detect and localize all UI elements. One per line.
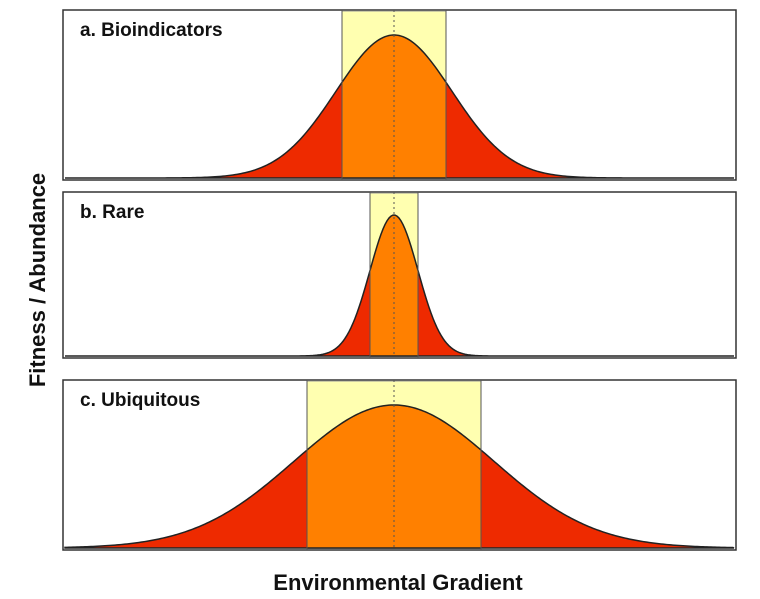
panel-label: c. Ubiquitous <box>80 390 200 411</box>
panel-label: b. Rare <box>80 202 144 223</box>
y-axis-label: Fitness / Abundance <box>25 173 50 387</box>
curve-outline <box>65 34 734 179</box>
curve-outline <box>64 404 735 549</box>
curve-outline <box>65 214 734 357</box>
panel-label: a. Bioindicators <box>80 20 223 41</box>
curve-core <box>370 215 418 356</box>
x-axis-label: Environmental Gradient <box>273 570 523 595</box>
